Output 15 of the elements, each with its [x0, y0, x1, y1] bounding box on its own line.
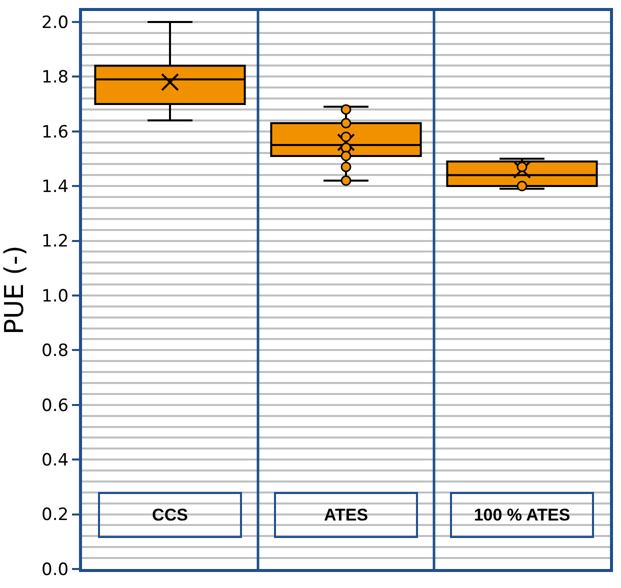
- x-tick-label: CCS: [152, 506, 188, 524]
- y-tick-label: 1.8: [42, 68, 69, 88]
- x-tick-label: 100 % ATES: [474, 506, 570, 524]
- y-axis-title: PUE (-): [0, 245, 30, 335]
- y-tick-label: 0.6: [42, 396, 69, 416]
- x-tick-label: ATES: [324, 506, 368, 524]
- y-tick-label: 0.4: [42, 450, 69, 471]
- y-tick-label: 1.0: [42, 286, 69, 306]
- y-tick-label: 0.0: [42, 560, 69, 580]
- y-tick-label: 2.0: [42, 12, 69, 33]
- y-tick-label: 1.2: [42, 232, 69, 252]
- y-tick-label: 1.4: [42, 177, 69, 198]
- y-tick-label: 0.8: [42, 341, 69, 362]
- y-tick-label: 0.2: [42, 505, 69, 526]
- y-tick-label: 1.6: [42, 122, 69, 142]
